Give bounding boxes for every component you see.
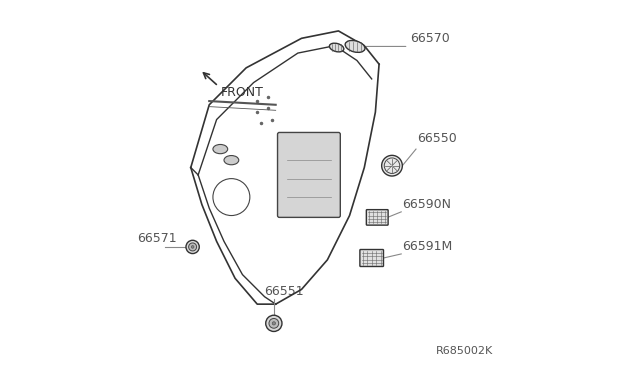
FancyBboxPatch shape	[278, 132, 340, 217]
Ellipse shape	[213, 144, 228, 154]
FancyBboxPatch shape	[360, 250, 383, 266]
Circle shape	[381, 155, 403, 176]
Ellipse shape	[345, 41, 365, 52]
Circle shape	[266, 315, 282, 331]
Circle shape	[269, 318, 279, 328]
Circle shape	[186, 240, 199, 254]
Circle shape	[272, 322, 275, 325]
Text: FRONT: FRONT	[220, 86, 263, 99]
Circle shape	[189, 243, 196, 251]
Ellipse shape	[330, 43, 344, 52]
Ellipse shape	[224, 155, 239, 165]
Text: R685002K: R685002K	[436, 346, 493, 356]
Text: 66570: 66570	[410, 32, 450, 45]
Text: 66591M: 66591M	[402, 240, 452, 253]
FancyBboxPatch shape	[366, 210, 388, 225]
Text: 66590N: 66590N	[402, 198, 451, 211]
Circle shape	[191, 246, 194, 248]
Text: 66551: 66551	[264, 285, 304, 298]
Text: 66571: 66571	[138, 232, 177, 246]
Text: 66550: 66550	[417, 132, 456, 145]
